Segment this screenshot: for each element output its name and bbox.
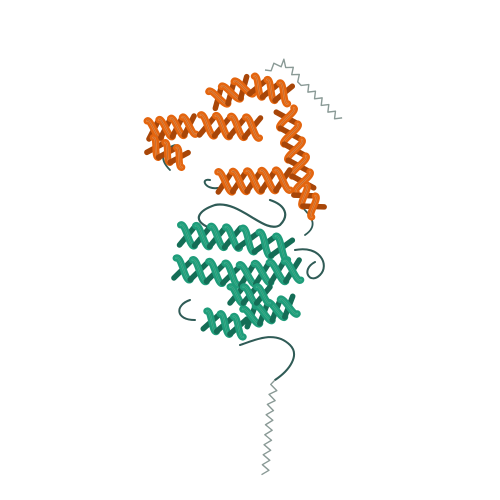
helix-highlight	[278, 81, 289, 105]
helix-highlight	[255, 285, 271, 305]
helix-edge	[310, 195, 317, 218]
helix-highlight	[283, 260, 302, 282]
green-loop-2	[178, 299, 196, 321]
helix-b7	[226, 283, 274, 307]
helix-edge	[224, 262, 240, 286]
helix-highlight	[294, 170, 312, 194]
green-loop-1	[294, 248, 325, 280]
helix-a5	[273, 104, 317, 196]
helix-highlight	[181, 116, 197, 136]
helix-edge	[279, 298, 298, 315]
helix-b2	[234, 224, 296, 264]
helix-edge	[295, 171, 311, 193]
helix-a8	[291, 181, 327, 221]
helix-highlight	[232, 315, 245, 338]
helix-b5	[200, 307, 250, 341]
helix-edge	[275, 169, 291, 191]
helix-a2	[196, 111, 264, 142]
helix-edge	[283, 260, 302, 281]
helix-a7	[144, 134, 191, 171]
orange-loop-1	[203, 178, 219, 190]
n-terminal-tail	[264, 58, 343, 120]
c-terminal-tail	[261, 379, 278, 476]
helix-highlight	[244, 116, 261, 140]
helix-a6	[214, 166, 294, 196]
helix-a4	[246, 72, 296, 108]
orange-domain	[143, 72, 327, 221]
helix-a3	[205, 73, 257, 112]
helix-highlight	[175, 146, 183, 169]
helix-edge	[245, 116, 260, 139]
helix-a1	[143, 113, 200, 142]
helix-b1	[176, 221, 244, 252]
green-domain	[171, 221, 305, 341]
helix-edge	[279, 82, 288, 105]
helix-edge	[182, 116, 197, 135]
c-term-loop	[239, 336, 295, 381]
helix-b3	[171, 254, 244, 289]
helix-edge	[176, 147, 182, 168]
helix-edge	[256, 286, 271, 304]
disordered-tails	[261, 58, 343, 476]
helix-highlight	[279, 298, 299, 316]
helix-highlight	[223, 262, 240, 286]
helix-highlight	[274, 169, 292, 192]
interdomain-loop	[197, 198, 287, 230]
helix-b4	[235, 257, 305, 288]
helix-highlight	[309, 194, 318, 219]
helix-edge	[233, 316, 244, 338]
